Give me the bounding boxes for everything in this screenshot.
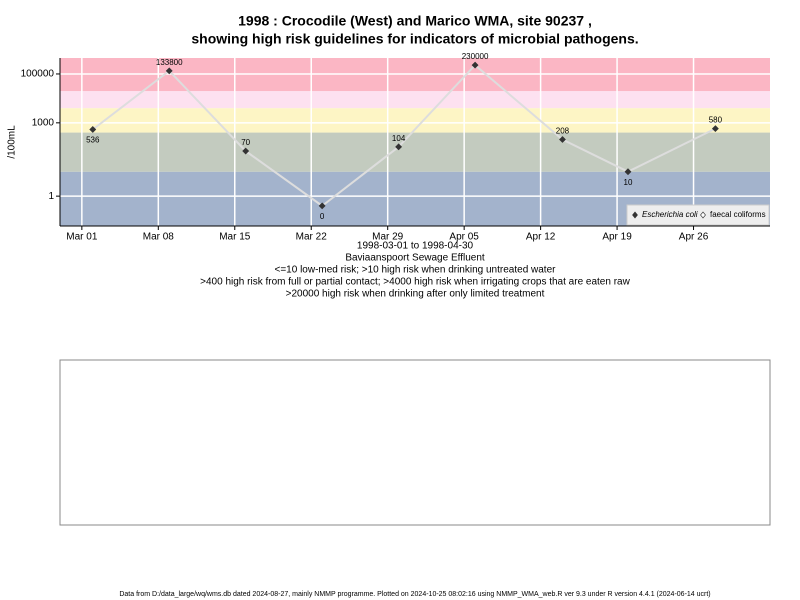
note: >20000 high risk when drinking after onl… [286, 289, 545, 300]
data-label: 133800 [156, 58, 183, 67]
legend-marker [632, 211, 638, 219]
data-label: 208 [556, 127, 570, 136]
legend-marker [700, 211, 706, 219]
data-point [242, 147, 250, 155]
date-range: 1998-03-01 to 1998-04-30 [357, 241, 474, 252]
y-tick-label: 1000 [32, 117, 55, 128]
x-tick-label: Apr 12 [526, 232, 556, 243]
data-point [711, 125, 719, 133]
x-tick-label: Apr 26 [679, 232, 709, 243]
footer: Data from D:/data_large/wq/wms.db dated … [119, 591, 710, 598]
data-point [395, 143, 403, 151]
risk-band [60, 132, 770, 172]
x-tick-label: Mar 01 [66, 232, 98, 243]
note: <=10 low-med risk; >10 high risk when dr… [275, 265, 557, 276]
chart-title: 1998 : Crocodile (West) and Marico WMA, … [238, 13, 592, 29]
empty-panel [59, 359, 771, 526]
site-name: Baviaanspoort Sewage Effluent [345, 253, 485, 264]
data-label: 104 [392, 134, 406, 143]
risk-band [60, 91, 770, 109]
x-tick-label: Apr 05 [449, 232, 479, 243]
data-label: 536 [86, 136, 100, 145]
x-tick-label: Mar 08 [143, 232, 175, 243]
chart-title: showing high risk guidelines for indicat… [191, 31, 638, 47]
data-label: 580 [709, 116, 723, 125]
data-label: 10 [624, 178, 633, 187]
x-tick-label: Mar 22 [296, 232, 328, 243]
data-label: 0 [320, 212, 325, 221]
data-point [165, 67, 173, 75]
y-tick-label: 1 [48, 191, 54, 202]
legend-label: faecal coliforms [710, 210, 766, 219]
data-label: 230000 [462, 52, 489, 61]
data-point [624, 168, 632, 176]
y-axis-label: /100mL [7, 125, 18, 159]
data-point [89, 126, 97, 133]
note: >400 high risk from full or partial cont… [200, 277, 630, 288]
y-tick-label: 100000 [21, 69, 55, 80]
data-point [318, 202, 326, 210]
data-label: 70 [241, 138, 250, 147]
x-tick-label: Apr 19 [602, 232, 632, 243]
data-point [471, 61, 479, 69]
x-tick-label: Mar 15 [219, 232, 251, 243]
legend-box [626, 204, 770, 226]
legend-label: Escherichia coli [642, 210, 698, 219]
data-point [559, 136, 566, 143]
x-tick-label: Mar 29 [372, 232, 404, 243]
